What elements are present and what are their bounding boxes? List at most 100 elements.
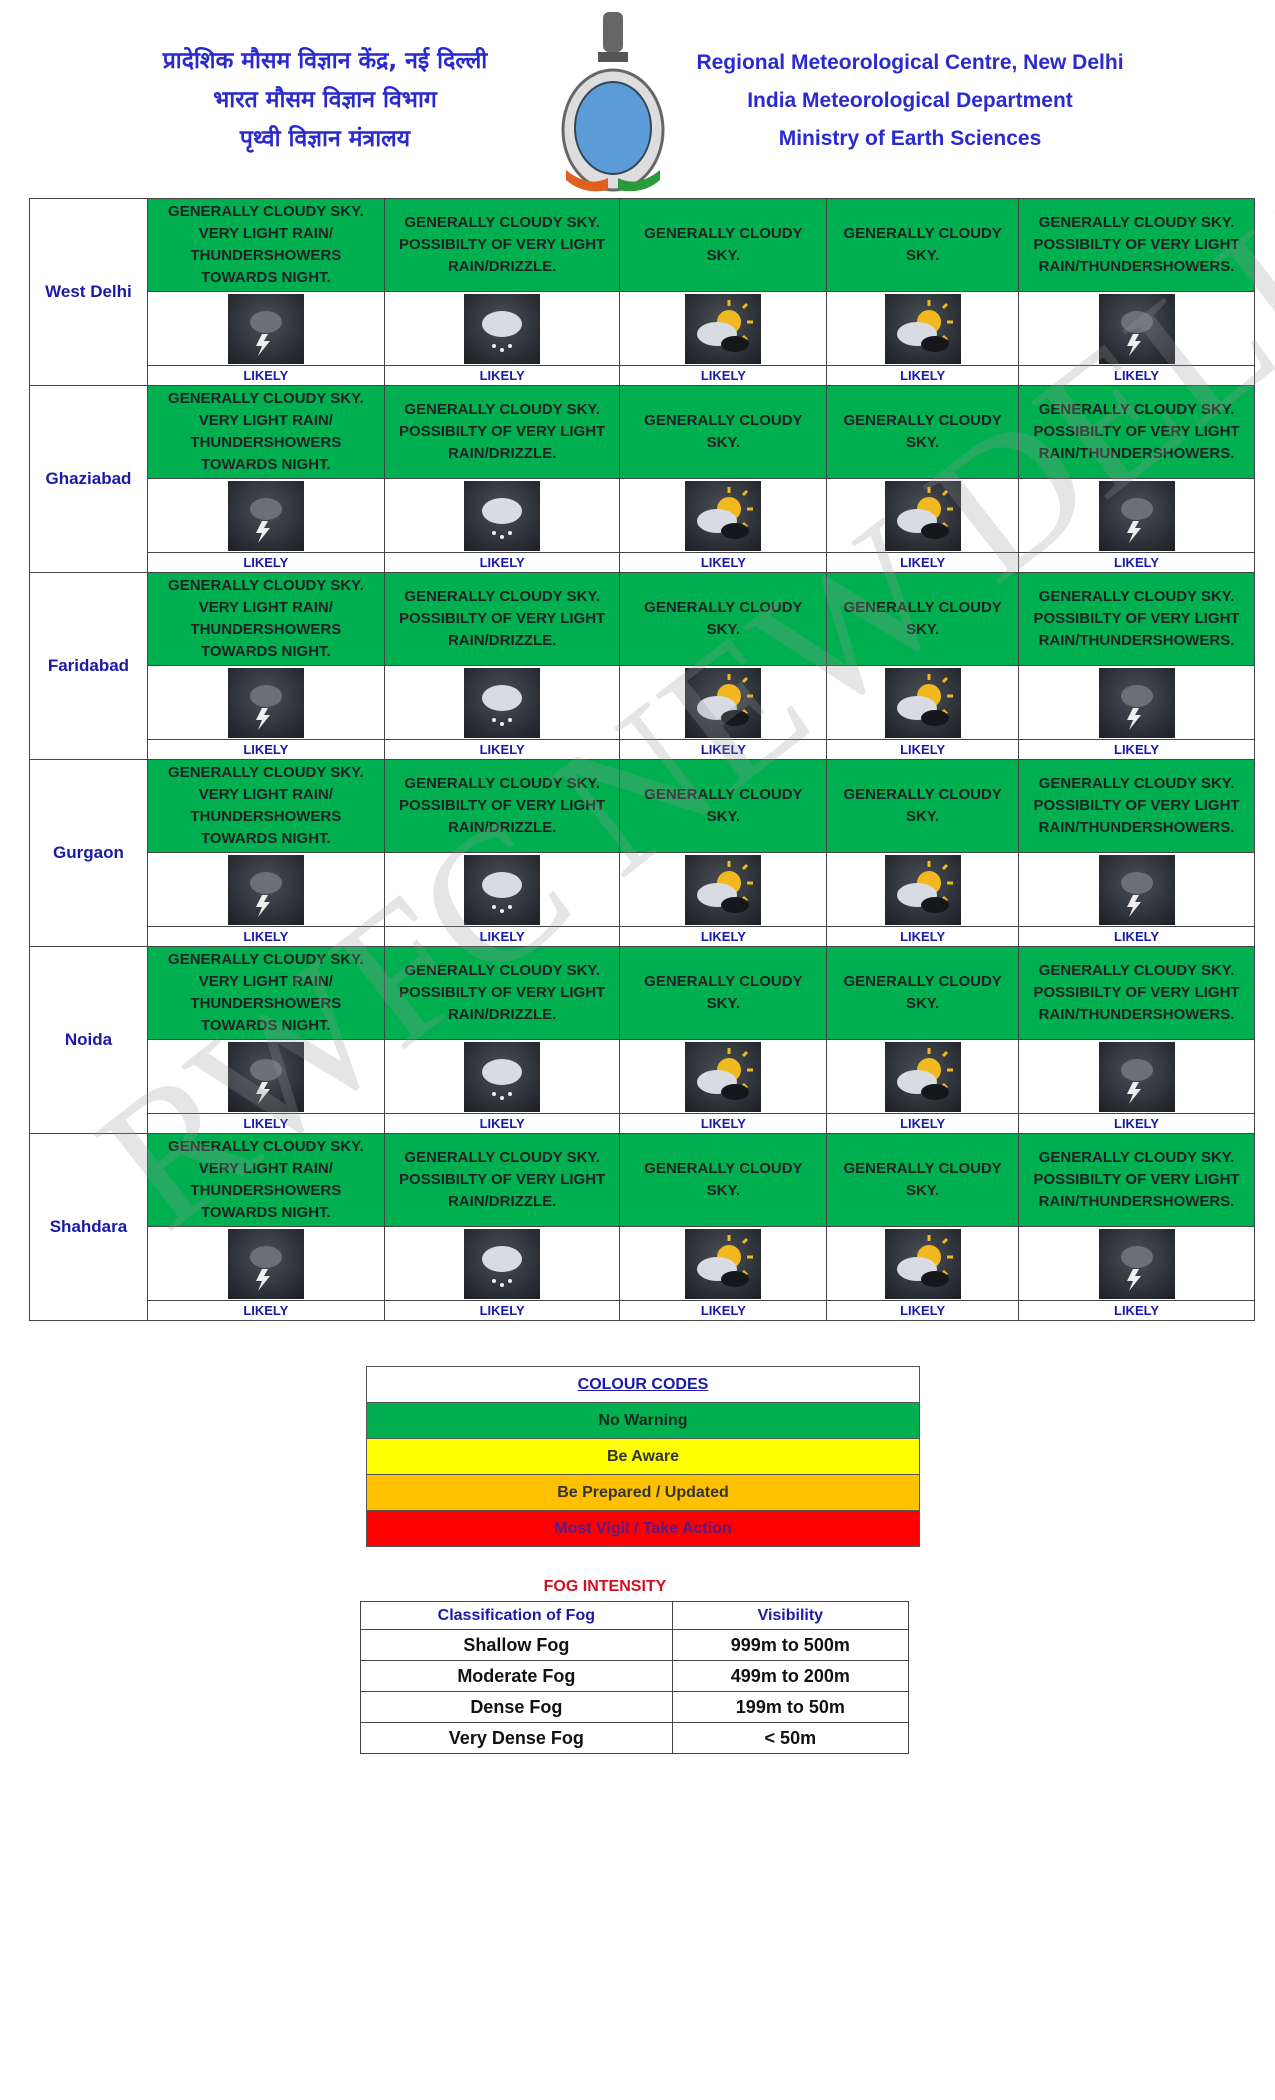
- likelihood-label: LIKELY: [1018, 365, 1255, 386]
- likelihood-label: LIKELY: [383, 926, 621, 947]
- likelihood-label: LIKELY: [146, 1300, 385, 1321]
- likelihood-label: LIKELY: [1018, 1300, 1255, 1321]
- english-line: India Meteorological Department: [747, 89, 1073, 112]
- forecast-row: Shahdara GENERALLY CLOUDY SKY. VERY LIGHT…: [29, 1133, 1255, 1321]
- weather-description: GENERALLY CLOUDY SKY. POSSIBILTY OF VERY…: [383, 385, 621, 479]
- fog-header-visibility: Visibility: [671, 1601, 910, 1630]
- drizzle-icon: [464, 1041, 541, 1112]
- city-name: Ghaziabad: [29, 385, 148, 573]
- likelihood-label: LIKELY: [1018, 552, 1255, 573]
- weather-description: GENERALLY CLOUDY SKY. POSSIBILTY OF VERY…: [383, 946, 621, 1040]
- weather-description: GENERALLY CLOUDY SKY.: [826, 759, 1020, 853]
- colour-codes-table: COLOUR CODES No Warning Be Aware Be Prep…: [366, 1366, 920, 1547]
- thunderstorm-icon: [227, 480, 304, 551]
- weather-icon-cell: [383, 1226, 621, 1301]
- city-name: Shahdara: [29, 1133, 148, 1321]
- weather-icon-cell: [1018, 665, 1255, 740]
- likelihood-label: LIKELY: [146, 739, 385, 760]
- weather-description: GENERALLY CLOUDY SKY. POSSIBILTY OF VERY…: [1018, 1133, 1255, 1227]
- likelihood-label: LIKELY: [146, 365, 385, 386]
- drizzle-icon: [464, 293, 541, 364]
- weather-description: GENERALLY CLOUDY SKY. POSSIBILTY OF VERY…: [383, 198, 621, 292]
- fog-intensity-table: Classification of Fog Visibility Shallow …: [360, 1601, 910, 1754]
- weather-description: GENERALLY CLOUDY SKY. VERY LIGHT RAIN/ T…: [146, 759, 385, 853]
- likelihood-label: LIKELY: [619, 926, 828, 947]
- weather-icon-cell: [383, 665, 621, 740]
- imd-emblem-logo: [558, 10, 668, 195]
- fog-class: Shallow Fog: [360, 1629, 673, 1661]
- weather-icon-cell: [383, 291, 621, 366]
- likelihood-label: LIKELY: [619, 365, 828, 386]
- partly-cloudy-icon: [884, 1228, 961, 1299]
- weather-description: GENERALLY CLOUDY SKY. POSSIBILTY OF VERY…: [1018, 946, 1255, 1040]
- fog-visibility: 499m to 200m: [671, 1660, 910, 1692]
- fog-row: Moderate Fog 499m to 200m: [360, 1660, 910, 1692]
- likelihood-label: LIKELY: [383, 552, 621, 573]
- thunderstorm-icon: [227, 1228, 304, 1299]
- fog-intensity-title: FOG INTENSITY: [543, 1578, 667, 1595]
- partly-cloudy-icon: [884, 854, 961, 925]
- weather-description: GENERALLY CLOUDY SKY.: [826, 572, 1020, 666]
- weather-icon-cell: [619, 1039, 828, 1114]
- weather-icon-cell: [146, 852, 385, 927]
- fog-row: Shallow Fog 999m to 500m: [360, 1629, 910, 1661]
- drizzle-icon: [464, 854, 541, 925]
- colour-code-be-aware: Be Aware: [366, 1438, 920, 1475]
- weather-icon-cell: [383, 1039, 621, 1114]
- likelihood-label: LIKELY: [383, 739, 621, 760]
- thunderstorm-icon: [227, 667, 304, 738]
- weather-icon-cell: [146, 1226, 385, 1301]
- forecast-row: Ghaziabad GENERALLY CLOUDY SKY. VERY LIGH…: [29, 385, 1255, 573]
- likelihood-label: LIKELY: [146, 926, 385, 947]
- thunderstorm-icon: [1098, 854, 1175, 925]
- fog-class: Dense Fog: [360, 1691, 673, 1723]
- weather-description: GENERALLY CLOUDY SKY.: [826, 385, 1020, 479]
- hindi-header: प्रादेशिक मौसम विज्ञान केंद्र, नई दिल्ली…: [100, 42, 550, 159]
- fog-visibility: 199m to 50m: [671, 1691, 910, 1723]
- partly-cloudy-icon: [884, 480, 961, 551]
- fog-visibility: 999m to 500m: [671, 1629, 910, 1661]
- fog-class: Moderate Fog: [360, 1660, 673, 1692]
- weather-description: GENERALLY CLOUDY SKY.: [619, 198, 828, 292]
- drizzle-icon: [464, 1228, 541, 1299]
- weather-icon-cell: [826, 478, 1020, 553]
- likelihood-label: LIKELY: [146, 552, 385, 573]
- hindi-line: भारत मौसम विज्ञान विभाग: [213, 87, 437, 113]
- thunderstorm-icon: [227, 1041, 304, 1112]
- partly-cloudy-icon: [685, 854, 762, 925]
- weather-icon-cell: [826, 665, 1020, 740]
- drizzle-icon: [464, 480, 541, 551]
- english-line: Regional Meteorological Centre, New Delh…: [696, 51, 1124, 74]
- weather-description: GENERALLY CLOUDY SKY. POSSIBILTY OF VERY…: [1018, 572, 1255, 666]
- likelihood-label: LIKELY: [619, 739, 828, 760]
- partly-cloudy-icon: [884, 667, 961, 738]
- partly-cloudy-icon: [685, 1228, 762, 1299]
- fog-class: Very Dense Fog: [360, 1722, 673, 1754]
- likelihood-label: LIKELY: [383, 365, 621, 386]
- weather-icon-cell: [146, 665, 385, 740]
- weather-description: GENERALLY CLOUDY SKY. VERY LIGHT RAIN/ T…: [146, 572, 385, 666]
- weather-description: GENERALLY CLOUDY SKY. VERY LIGHT RAIN/ T…: [146, 1133, 385, 1227]
- likelihood-label: LIKELY: [383, 1113, 621, 1134]
- colour-code-be-prepared: Be Prepared / Updated: [366, 1474, 920, 1511]
- forecast-row: West Delhi GENERALLY CLOUDY SKY. VERY LIG…: [29, 198, 1255, 386]
- likelihood-label: LIKELY: [619, 552, 828, 573]
- drizzle-icon: [464, 667, 541, 738]
- thunderstorm-icon: [1098, 293, 1175, 364]
- weather-description: GENERALLY CLOUDY SKY. POSSIBILTY OF VERY…: [383, 572, 621, 666]
- likelihood-label: LIKELY: [826, 365, 1020, 386]
- likelihood-label: LIKELY: [826, 926, 1020, 947]
- forecast-row: Noida GENERALLY CLOUDY SKY. VERY LIGHT RA…: [29, 946, 1255, 1134]
- partly-cloudy-icon: [685, 293, 762, 364]
- thunderstorm-icon: [227, 293, 304, 364]
- weather-description: GENERALLY CLOUDY SKY. VERY LIGHT RAIN/ T…: [146, 946, 385, 1040]
- weather-description: GENERALLY CLOUDY SKY.: [619, 759, 828, 853]
- likelihood-label: LIKELY: [826, 552, 1020, 573]
- weather-icon-cell: [619, 665, 828, 740]
- weather-description: GENERALLY CLOUDY SKY.: [826, 946, 1020, 1040]
- weather-icon-cell: [146, 1039, 385, 1114]
- fog-row: Dense Fog 199m to 50m: [360, 1691, 910, 1723]
- thunderstorm-icon: [1098, 1228, 1175, 1299]
- partly-cloudy-icon: [884, 293, 961, 364]
- weather-description: GENERALLY CLOUDY SKY. POSSIBILTY OF VERY…: [1018, 385, 1255, 479]
